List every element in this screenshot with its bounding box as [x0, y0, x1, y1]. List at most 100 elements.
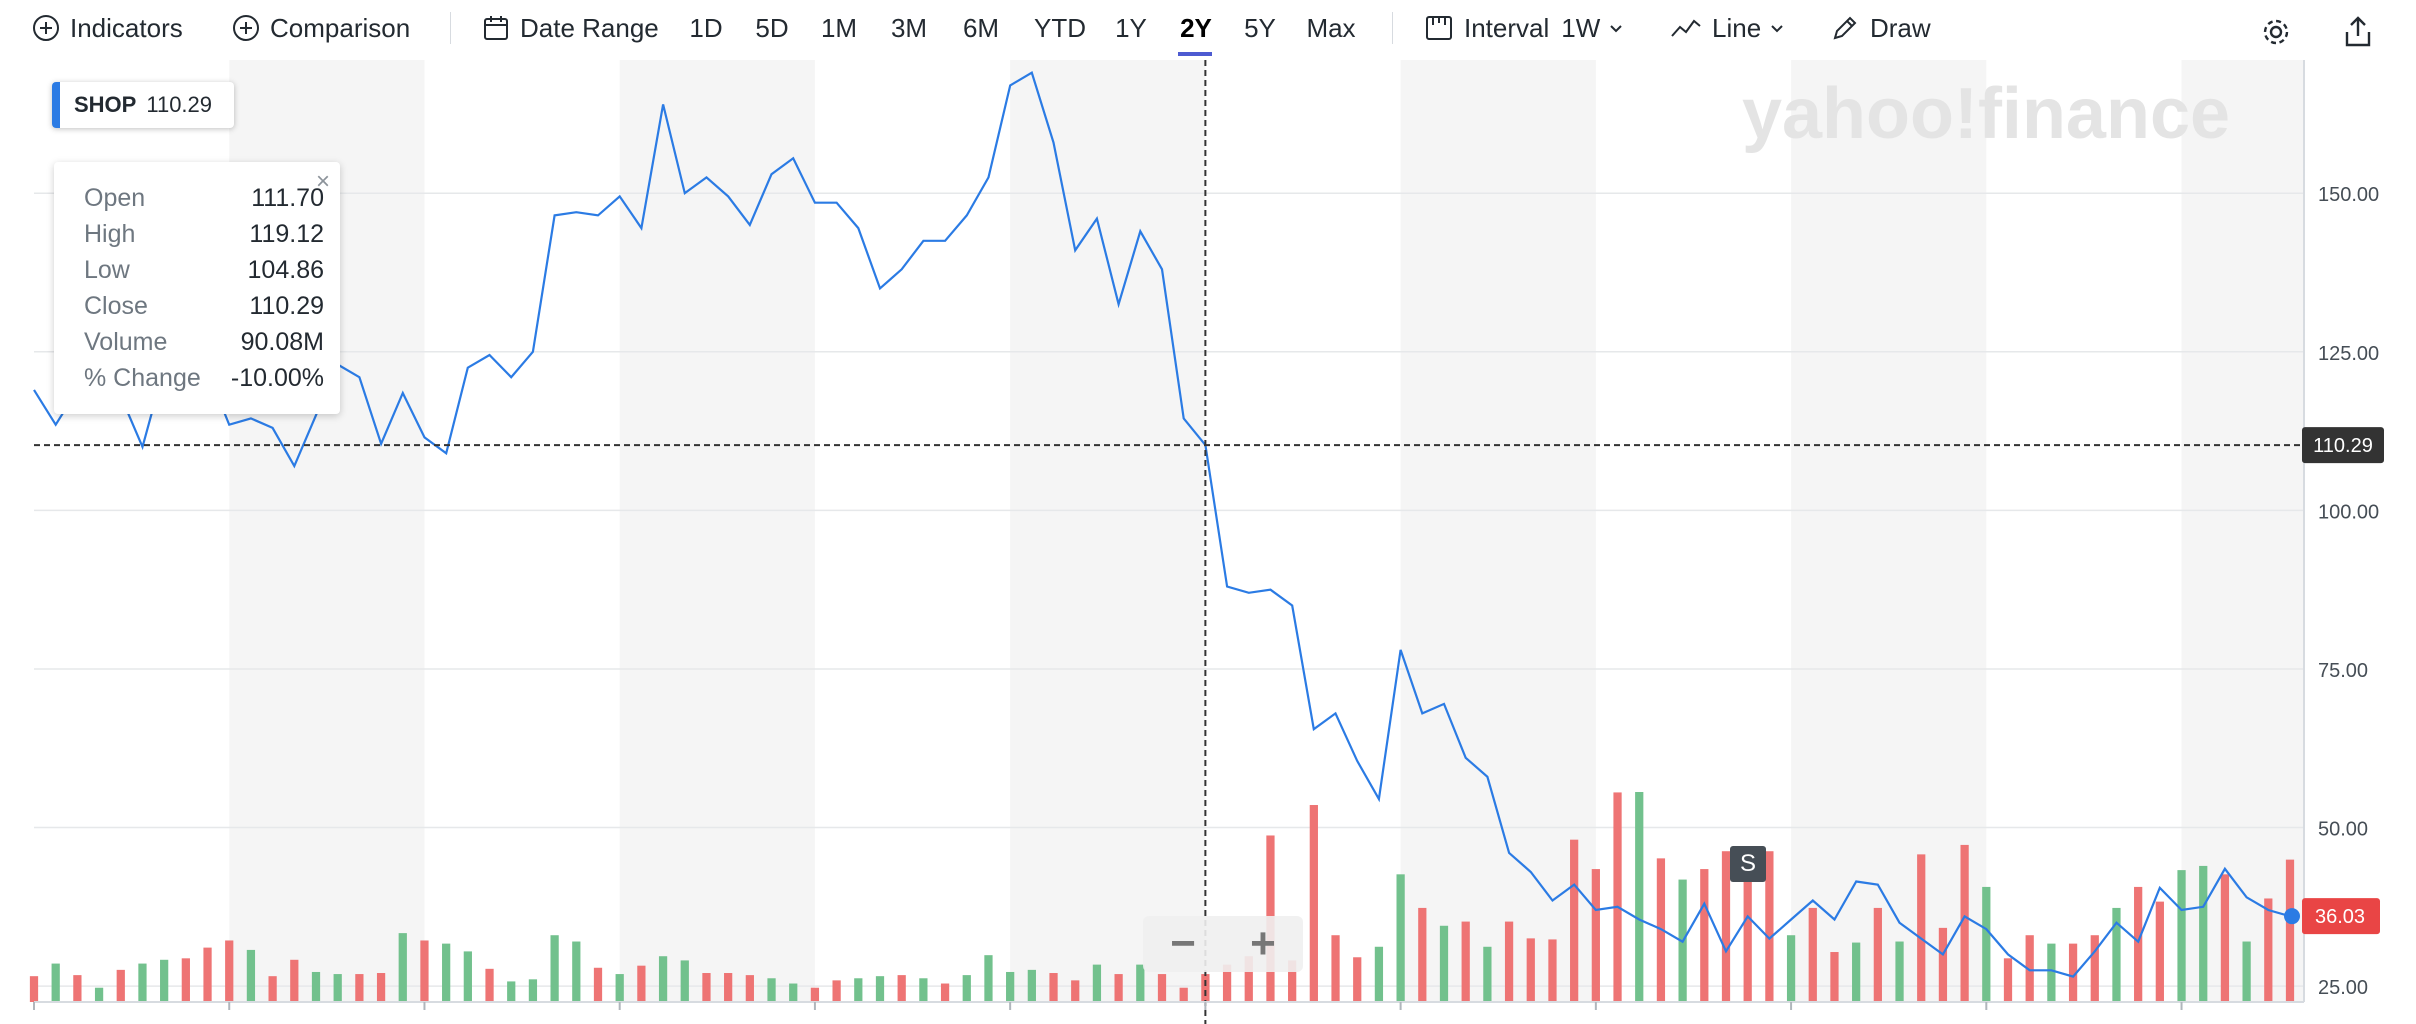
volume-bar — [94, 987, 104, 1002]
volume-bar — [73, 975, 82, 1002]
volume-bar — [485, 968, 494, 1002]
tooltip-key: % Change — [84, 364, 201, 392]
volume-bar — [897, 975, 906, 1002]
volume-bar — [420, 940, 429, 1002]
volume-bar — [1873, 907, 1882, 1002]
volume-bar — [1765, 851, 1774, 1002]
crosshair-price-label: 110.29 — [2302, 427, 2384, 464]
volume-bar — [463, 951, 472, 1002]
close-icon[interactable]: × — [315, 168, 330, 195]
volume-bar — [1570, 839, 1579, 1002]
volume-bar — [1114, 974, 1123, 1002]
indicators-button[interactable]: Indicators — [32, 8, 183, 48]
tooltip-value: 90.08M — [240, 328, 324, 356]
range-max[interactable]: Max — [1306, 13, 1356, 43]
tooltip-key: Low — [84, 256, 130, 284]
symbol-label: SHOP — [74, 92, 137, 117]
range-ytd[interactable]: YTD — [1034, 13, 1086, 43]
volume-bar — [51, 963, 60, 1002]
tooltip-value: -10.00% — [230, 364, 324, 392]
tooltip-row-open: Open 111.70 — [84, 184, 324, 220]
symbol-badge[interactable]: SHOP 110.29 — [52, 82, 234, 128]
tooltip-key: Open — [84, 184, 146, 212]
volume-bar — [832, 980, 841, 1002]
range-5y[interactable]: 5Y — [1244, 13, 1276, 43]
volume-bar — [225, 940, 234, 1002]
last-price-text: 36.03 — [2315, 906, 2365, 928]
comparison-button[interactable]: Comparison — [232, 8, 410, 48]
volume-bar — [1309, 805, 1318, 1002]
toolbar-divider — [1392, 12, 1393, 44]
tooltip-row-change: % Change -10.00% — [84, 364, 324, 400]
calendar-icon — [484, 16, 508, 40]
volume-bar — [246, 949, 256, 1002]
volume-bar — [2285, 859, 2295, 1002]
settings-button[interactable] — [2258, 14, 2294, 50]
tooltip-value: 111.70 — [251, 184, 324, 212]
chart-type-dropdown[interactable]: Line — [1670, 8, 1785, 48]
volume-bar — [789, 983, 798, 1002]
volume-bar — [615, 974, 624, 1002]
volume-bar — [1071, 980, 1080, 1002]
crosshair-price-text: 110.29 — [2313, 435, 2373, 457]
chart-toolbar: Indicators Comparison Date Range 1D 5D 1… — [0, 0, 2416, 60]
volume-bar — [962, 975, 971, 1002]
y-tick-label: 75.00 — [2318, 660, 2368, 682]
interval-icon — [1426, 16, 1452, 40]
volume-bars — [29, 792, 2295, 1002]
zoom-out-button[interactable]: − — [1170, 919, 1196, 968]
volume-bar — [572, 941, 581, 1002]
volume-bar — [2090, 935, 2099, 1002]
volume-bar — [2047, 943, 2056, 1002]
volume-bar — [1418, 907, 1427, 1002]
range-6m[interactable]: 6M — [962, 13, 1000, 43]
series-color-swatch — [52, 82, 60, 128]
volume-bar — [2220, 874, 2230, 1002]
price-line — [33, 71, 2291, 978]
chevron-down-icon — [1610, 25, 1622, 33]
volume-bar — [507, 981, 516, 1002]
volume-bar — [1461, 921, 1470, 1002]
share-icon — [2345, 16, 2371, 47]
volume-bar — [637, 965, 646, 1002]
split-marker[interactable]: S — [1730, 846, 1766, 882]
volume-bar — [1526, 938, 1535, 1002]
volume-bar — [1700, 869, 1709, 1002]
range-1d[interactable]: 1D — [689, 13, 723, 43]
volume-bar — [1157, 974, 1167, 1002]
range-1y[interactable]: 1Y — [1115, 13, 1147, 43]
volume-bar — [376, 973, 386, 1002]
tooltip-value: 119.12 — [249, 220, 324, 248]
time-band — [2181, 60, 2304, 1002]
chevron-down-icon — [1771, 25, 1783, 33]
volume-bar — [593, 967, 603, 1002]
zoom-in-button[interactable]: + — [1250, 919, 1276, 968]
tooltip-row-close: Close 110.29 — [84, 292, 324, 328]
volume-bar — [1721, 851, 1731, 1002]
volume-bar — [333, 974, 342, 1002]
range-1m[interactable]: 1M — [820, 13, 858, 43]
volume-bar — [290, 959, 299, 1002]
volume-bar — [2003, 958, 2013, 1002]
draw-button[interactable]: Draw — [1830, 8, 1931, 48]
volume-bar — [528, 979, 538, 1002]
volume-bar — [1830, 952, 1839, 1002]
volume-bar — [1548, 939, 1557, 1002]
volume-bar — [1396, 874, 1405, 1002]
date-range-button[interactable]: Date Range — [482, 8, 659, 48]
range-2y[interactable]: 2Y — [1180, 13, 1212, 43]
range-5d[interactable]: 5D — [755, 13, 789, 43]
volume-bar — [1613, 792, 1622, 1002]
y-axis: 25.00 50.00 75.00 100.00 125.00 150.00 — [2318, 184, 2379, 999]
share-button[interactable] — [2340, 14, 2376, 50]
watermark: yahoo!finance — [1742, 74, 2230, 154]
x-axis-ticks — [33, 1002, 2183, 1010]
last-price-dot — [2284, 908, 2300, 925]
symbol-value: 110.29 — [146, 92, 213, 117]
range-3m[interactable]: 3M — [890, 13, 928, 43]
volume-bar — [984, 955, 993, 1002]
volume-bar — [2134, 886, 2143, 1002]
interval-dropdown[interactable]: Interval 1W — [1424, 8, 1624, 48]
date-range-label: Date Range — [520, 12, 659, 43]
